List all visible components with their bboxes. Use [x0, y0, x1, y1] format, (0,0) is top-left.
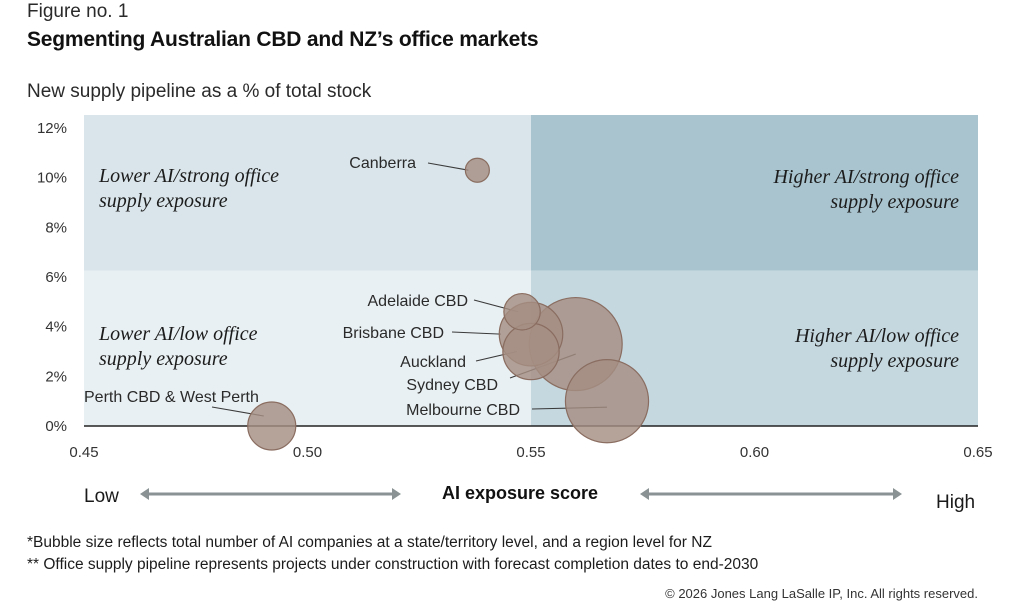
- y-tick-label: 8%: [45, 219, 67, 236]
- arrow-head-left: [640, 488, 649, 500]
- arrow-head-right: [893, 488, 902, 500]
- bubble: [564, 358, 650, 444]
- quadrant-label-bottom-right: supply exposure: [830, 350, 959, 372]
- bubble: [464, 157, 490, 183]
- quadrant-top-right: [531, 115, 978, 271]
- y-tick-label: 6%: [45, 269, 67, 286]
- footnote-supply-pipeline: ** Office supply pipeline represents pro…: [27, 556, 759, 573]
- y-axis-label: New supply pipeline as a % of total stoc…: [27, 81, 372, 102]
- x-tick-label: 0.55: [516, 444, 545, 461]
- quadrant-labels: Lower AI/strong office supply exposure Hig…: [98, 165, 959, 372]
- quadrant-label-top-left: supply exposure: [99, 190, 228, 212]
- bubble-label: Sydney CBD: [406, 377, 498, 394]
- x-tick-label: 0.65: [963, 444, 992, 461]
- x-tick-label: 0.60: [740, 444, 769, 461]
- chart-title: Segmenting Australian CBD and NZ’s offic…: [27, 28, 539, 51]
- x-axis-footer: Low AI exposure score High: [84, 483, 975, 513]
- bubble: [247, 401, 297, 451]
- bubble-label: Canberra: [349, 155, 416, 172]
- leader-line: [427, 162, 469, 171]
- y-tick-label: 0%: [45, 418, 67, 435]
- quadrant-top-left: [84, 115, 531, 271]
- x-tick-label: 0.50: [293, 444, 322, 461]
- axis-arrow-right: [640, 488, 902, 500]
- quadrant-label-top-right: supply exposure: [830, 191, 959, 213]
- arrow-head-right: [392, 488, 401, 500]
- quadrant-label-bottom-right: Higher AI/low office: [794, 325, 959, 347]
- y-tick-label: 10%: [37, 170, 67, 187]
- quadrant-bottom-left: [84, 270, 531, 426]
- x-tick-label: 0.45: [69, 444, 98, 461]
- axis-arrow-left: [140, 488, 401, 500]
- quadrant-label-bottom-left: supply exposure: [99, 348, 228, 370]
- bubble: [503, 292, 541, 331]
- quadrant-label-top-left: Lower AI/strong office: [98, 165, 279, 187]
- bubble-label: Brisbane CBD: [343, 325, 444, 342]
- arrow-head-left: [140, 488, 149, 500]
- bubble-label: Auckland: [400, 354, 466, 371]
- bubble: [502, 322, 560, 381]
- y-axis-ticks: 0% 2% 4% 6% 8% 10% 12%: [37, 120, 67, 435]
- quadrant-backgrounds: [84, 115, 978, 427]
- x-axis-ticks: 0.45 0.50 0.55 0.60 0.65: [69, 444, 992, 461]
- bubble-label: Melbourne CBD: [406, 402, 520, 419]
- axis-low-label: Low: [84, 486, 119, 507]
- copyright: © 2026 Jones Lang LaSalle IP, Inc. All r…: [665, 586, 978, 601]
- x-axis-title: AI exposure score: [442, 483, 598, 503]
- axis-high-label: High: [936, 492, 975, 513]
- bubble-label: Adelaide CBD: [368, 293, 469, 310]
- y-tick-label: 2%: [45, 368, 67, 385]
- bubbles: [247, 157, 650, 451]
- quadrant-label-top-right: Higher AI/strong office: [772, 166, 959, 188]
- bubble-labels: Canberra Adelaide CBD Brisbane CBD Auckland…: [84, 155, 520, 419]
- quadrant-label-bottom-left: Lower AI/low office: [98, 323, 258, 345]
- footnote-bubble-size: *Bubble size reflects total number of AI…: [27, 534, 712, 551]
- y-tick-label: 4%: [45, 319, 67, 336]
- leader-line: [451, 331, 502, 335]
- figure-label: Figure no. 1: [27, 1, 129, 22]
- y-tick-label: 12%: [37, 120, 67, 137]
- bubble-label: Perth CBD & West Perth: [84, 389, 259, 406]
